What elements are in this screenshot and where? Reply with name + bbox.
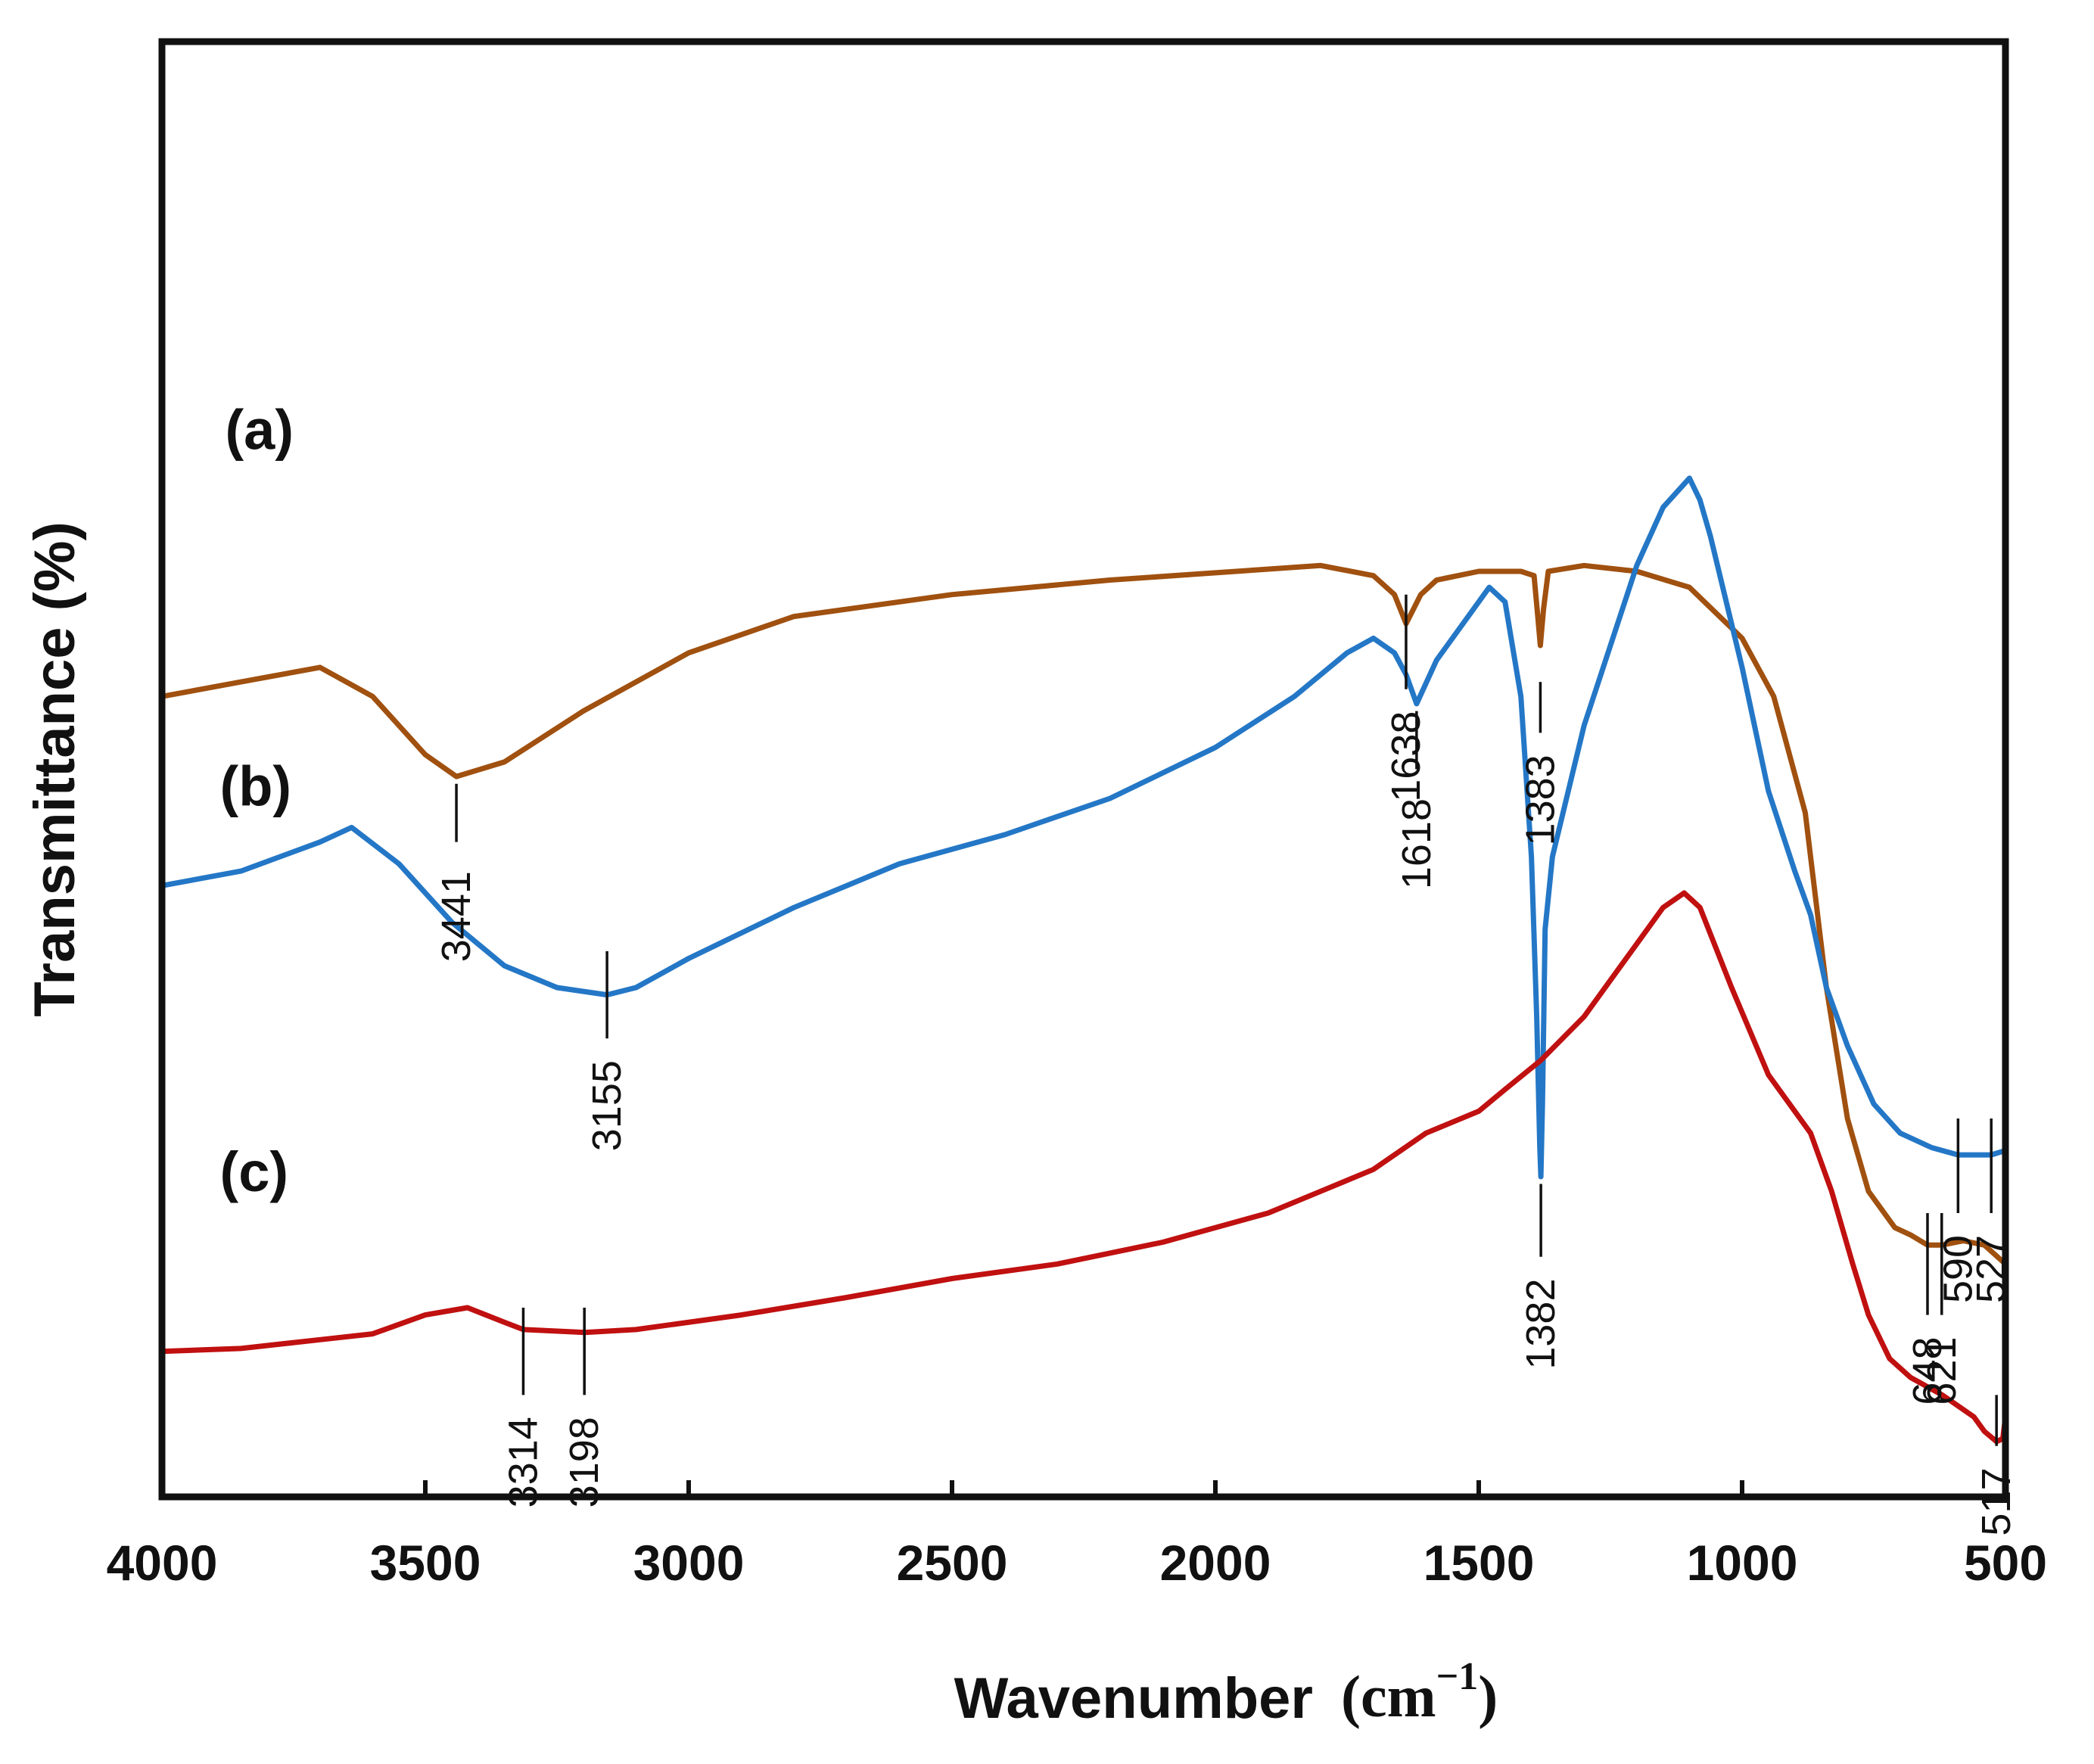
peak-label: 1618 [1394,798,1439,889]
x-axis-unit-open-paren: ( [1341,1663,1361,1729]
series-line-c [159,890,2008,1445]
peak-label: 517 [1974,1468,2019,1536]
peak-label: 1383 [1517,754,1563,845]
series-label: (a) [226,398,294,461]
x-axis: 4000 3500 3000 2500 2000 1500 1000 500 [107,1480,2047,1591]
x-tick-label: 3000 [633,1535,745,1591]
series-line-b [159,475,2008,1180]
x-axis-unit-close-paren: ) [1478,1663,1498,1729]
x-axis-unit-text: cm [1361,1663,1436,1729]
peak-label: 1382 [1518,1279,1563,1370]
x-tick-label: 500 [1964,1535,2047,1591]
peak-label: 648 [1905,1337,1950,1405]
peak-label: 1638 [1383,711,1429,802]
x-axis-title: Wavenumber [954,1666,1313,1731]
peak-label: 3441 [434,871,479,962]
x-tick-label: 4000 [107,1535,218,1591]
peak-label: 590 [1935,1235,1980,1303]
peak-label: 3198 [562,1417,607,1507]
y-axis-title: Transmittance (%) [23,521,87,1017]
x-tick-label: 1500 [1423,1535,1535,1591]
x-tick-label: 1000 [1687,1535,1798,1591]
peak-label: 3314 [501,1417,546,1507]
x-tick-label: 3500 [370,1535,481,1591]
x-axis-title-text: Wavenumber [954,1666,1313,1731]
series-label: (c) [220,1140,288,1203]
plot-frame [158,38,2009,1501]
x-tick-label: 2500 [897,1535,1008,1591]
x-axis-unit-exponent: −1 [1436,1655,1479,1698]
series-line-a [159,562,2008,1267]
x-axis-unit: (cm−1) [1341,1655,1498,1729]
plot-series [159,475,2008,1445]
peak-label: 621 [1919,1337,1965,1405]
series-label: (b) [220,755,292,818]
x-tick-label: 2000 [1160,1535,1271,1591]
series-labels: (a) (b) (c) [220,398,294,1203]
peak-label: 3155 [584,1060,630,1151]
